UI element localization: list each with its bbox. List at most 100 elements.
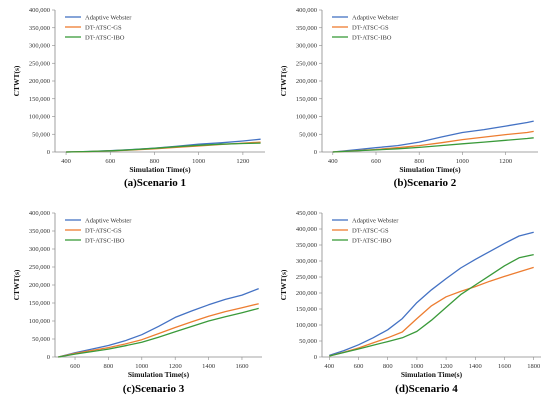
x-tick-label: 800 [414,158,424,165]
legend-label: Adaptive Webster [85,14,132,21]
y-tick-label: 150,000 [296,96,317,103]
y-tick-label: 50,000 [299,131,317,138]
y-tick-label: 200,000 [29,282,50,289]
panel-caption: (a)Scenario 1 [124,177,186,189]
y-tick-label: 300,000 [296,43,317,50]
y-tick-label: 350,000 [296,242,317,249]
y-tick-label: 250,000 [29,60,50,67]
y-tick-label: 150,000 [29,300,50,307]
panel-caption: (b)Scenario 2 [394,177,457,189]
legend-label: Adaptive Webster [85,217,132,224]
x-tick-label: 400 [328,158,338,165]
y-tick-label: 400,000 [296,7,317,14]
y-tick-label: 50,000 [299,338,317,345]
legend-label: DT-ATSC-IBO [352,237,392,244]
y-tick-label: 0 [47,354,50,361]
legend-label: DT-ATSC-GS [352,24,389,31]
y-tick-label: 250,000 [29,264,50,271]
x-axis-label: Simulation Time(s) [401,370,463,379]
legend-label: DT-ATSC-GS [85,227,122,234]
y-axis-label: CTWT(s) [12,65,21,96]
y-axis-label: CTWT(s) [12,269,21,300]
y-tick-label: 350,000 [296,25,317,32]
series-line-ibo [66,142,261,153]
chart-panel-2: 0 50,000 100,000 150,000 200,000 250,000 300,0… [279,7,538,189]
series-line-adaptive [58,287,259,358]
legend-label: DT-ATSC-GS [352,227,389,234]
y-tick-label: 200,000 [29,78,50,85]
y-tick-label: 350,000 [29,228,50,235]
legend-label: DT-ATSC-IBO [352,34,392,41]
y-tick-label: 100,000 [29,114,50,121]
y-tick-label: 300,000 [296,258,317,265]
y-tick-label: 0 [47,149,50,156]
y-tick-label: 350,000 [29,25,50,32]
y-axis-label: CTWT(s) [279,269,288,300]
panel-caption: (d)Scenario 4 [395,383,458,395]
x-tick-label: 1000 [192,158,205,165]
y-tick-label: 400,000 [29,210,50,217]
series-line-gs [329,266,534,357]
legend-label: Adaptive Webster [352,14,399,21]
series-line-ibo [332,137,534,153]
y-tick-label: 200,000 [296,290,317,297]
series-line-adaptive [329,231,534,357]
series-line-ibo [329,253,534,357]
x-tick-label: 1200 [440,363,453,370]
x-axis-label: Simulation Time(s) [128,370,190,379]
y-tick-label: 100,000 [29,318,50,325]
x-tick-label: 600 [371,158,381,165]
x-tick-label: 600 [354,363,364,370]
x-axis-label: Simulation Time(s) [399,165,461,174]
x-tick-label: 600 [70,363,80,370]
y-tick-label: 450,000 [296,210,317,217]
y-tick-label: 300,000 [29,43,50,50]
series-line-ibo [58,307,259,358]
y-tick-label: 400,000 [29,7,50,14]
y-tick-label: 50,000 [32,131,50,138]
panel-caption: (c)Scenario 3 [123,383,185,395]
x-tick-label: 800 [104,363,114,370]
legend-label: DT-ATSC-GS [85,24,122,31]
y-tick-label: 0 [314,354,317,361]
y-tick-label: 150,000 [29,96,50,103]
x-tick-label: 1000 [410,363,423,370]
x-tick-label: 1200 [499,158,512,165]
x-tick-label: 1200 [169,363,182,370]
y-tick-label: 100,000 [296,114,317,121]
x-tick-label: 400 [61,158,71,165]
chart-panel-4: 0 50,000 100,000 150,000 200,000 250,000 300,0… [279,210,541,395]
y-axis-label: CTWT(s) [279,65,288,96]
y-tick-label: 50,000 [32,336,50,343]
x-tick-label: 800 [383,363,393,370]
legend-label: DT-ATSC-IBO [85,34,125,41]
series-line-adaptive [332,120,534,153]
x-tick-label: 1400 [469,363,482,370]
x-tick-label: 600 [105,158,115,165]
y-tick-label: 300,000 [29,246,50,253]
x-tick-label: 1000 [456,158,469,165]
y-tick-label: 150,000 [296,306,317,313]
y-tick-label: 200,000 [296,78,317,85]
y-tick-label: 400,000 [296,226,317,233]
chart-panel-3: 0 50,000 100,000 150,000 200,000 250,000 300,0… [12,210,262,395]
y-tick-label: 100,000 [296,322,317,329]
x-tick-label: 1600 [498,363,511,370]
x-tick-label: 800 [150,158,160,165]
series-line-gs [58,303,259,358]
y-tick-label: 0 [314,149,317,156]
y-tick-label: 250,000 [296,274,317,281]
x-tick-label: 1400 [202,363,215,370]
series-line-adaptive [66,138,261,153]
x-tick-label: 1600 [235,363,248,370]
y-tick-label: 250,000 [296,60,317,67]
legend-label: DT-ATSC-IBO [85,237,125,244]
x-tick-label: 1200 [236,158,249,165]
x-tick-label: 1800 [527,363,540,370]
x-axis-label: Simulation Time(s) [129,165,191,174]
legend-label: Adaptive Webster [352,217,399,224]
chart-panel-1: 0 50,000 100,000 150,000 200,000 250,000 300,0… [12,7,265,189]
x-tick-label: 1000 [135,363,148,370]
x-tick-label: 400 [324,363,334,370]
